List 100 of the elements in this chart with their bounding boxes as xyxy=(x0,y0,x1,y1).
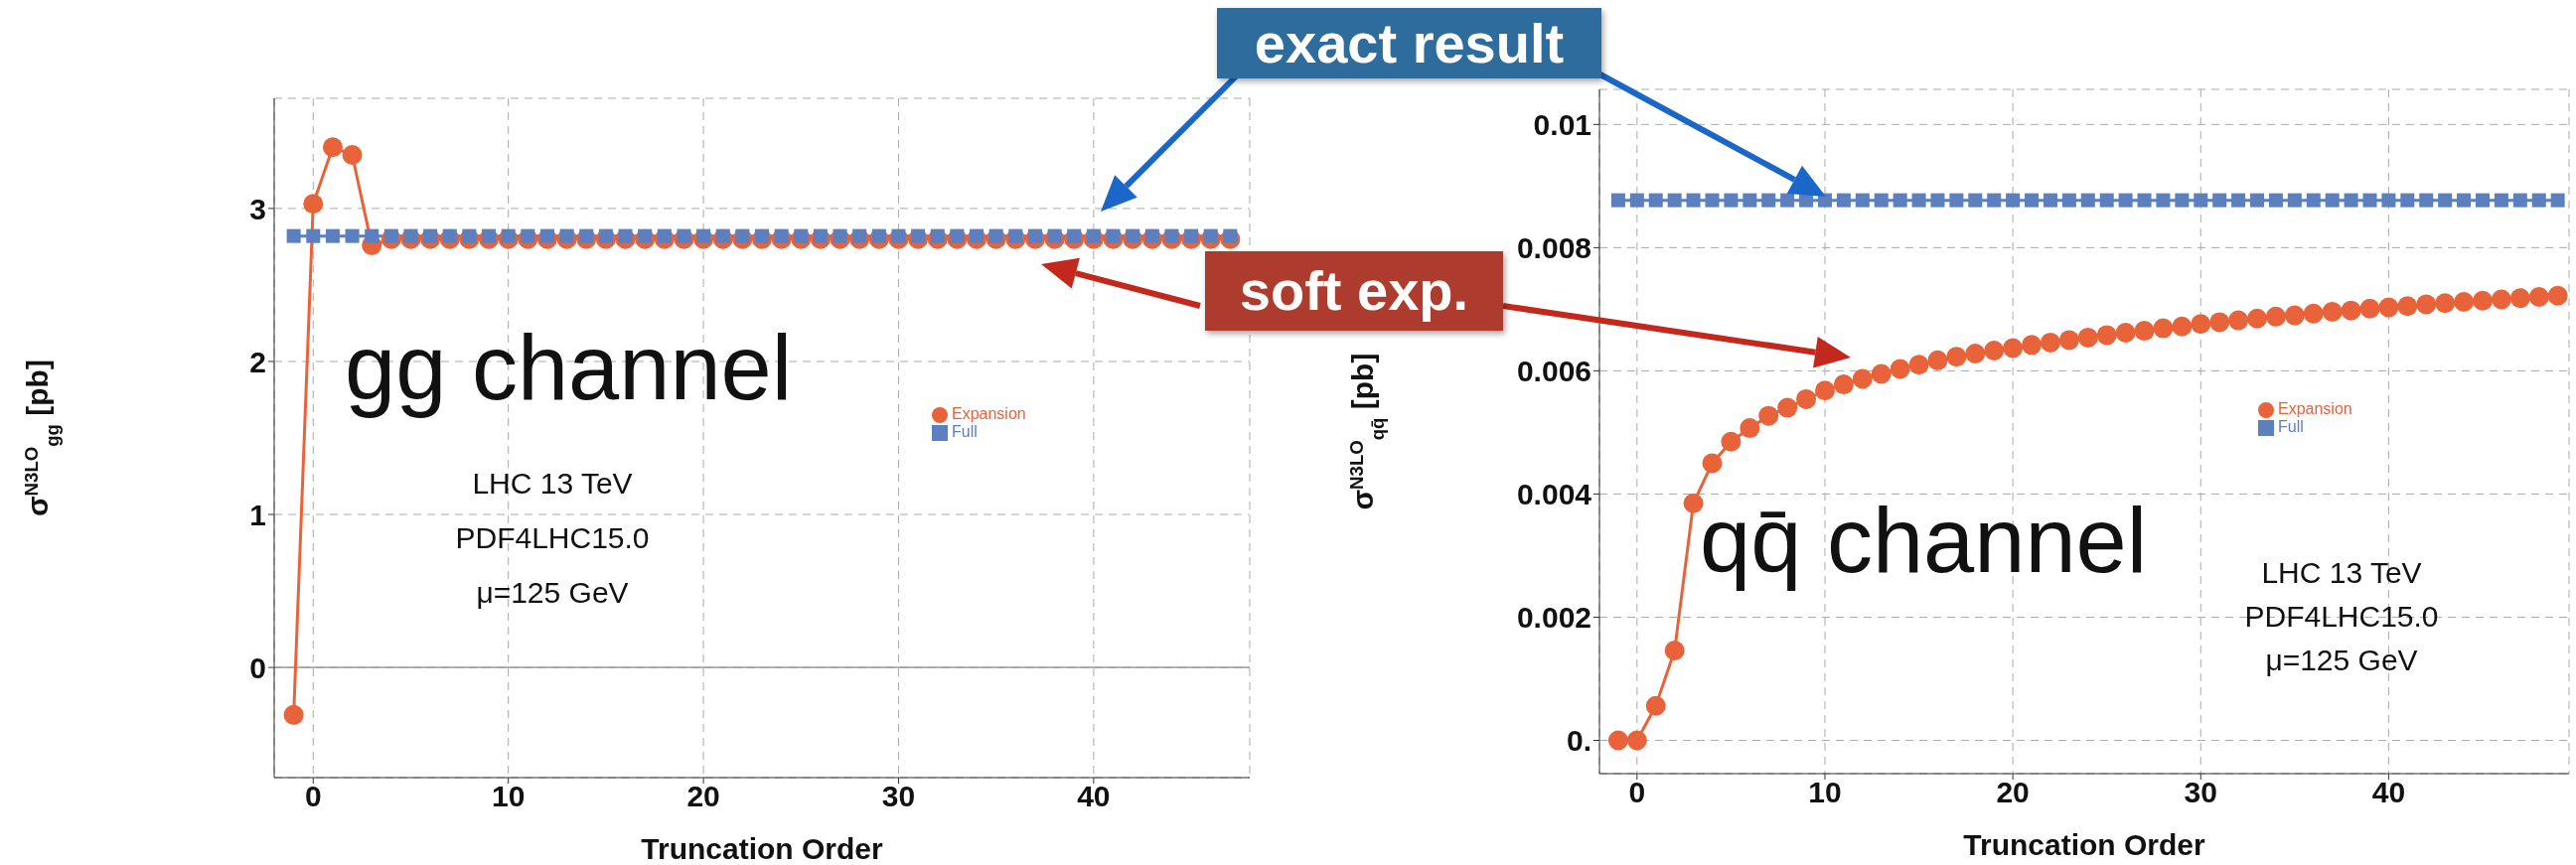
point xyxy=(2096,325,2117,346)
point xyxy=(2247,308,2268,329)
point xyxy=(365,228,379,243)
point xyxy=(2156,193,2171,208)
point xyxy=(2115,322,2136,343)
point xyxy=(2528,287,2549,307)
point xyxy=(2341,300,2361,321)
point xyxy=(1946,347,1967,367)
y-tick-label: 0.008 xyxy=(1516,231,1591,265)
point xyxy=(2284,305,2305,326)
annotation: LHC 13 TeV xyxy=(2261,556,2422,589)
point xyxy=(1984,340,2005,360)
point xyxy=(2509,288,2530,309)
point xyxy=(1724,193,1739,208)
point xyxy=(2058,330,2079,351)
point xyxy=(2303,303,2324,324)
point xyxy=(1987,193,2002,208)
point xyxy=(1833,374,1854,395)
point xyxy=(1893,193,1907,208)
point xyxy=(2512,193,2527,208)
point xyxy=(2287,193,2302,208)
point xyxy=(1911,193,1926,208)
annotation: μ=125 GeV xyxy=(476,576,629,609)
point xyxy=(2397,296,2418,317)
legend-label: Expansion xyxy=(952,405,1026,422)
x-tick-label: 40 xyxy=(2371,776,2406,809)
point xyxy=(2022,335,2043,356)
point xyxy=(1930,193,1945,208)
point xyxy=(2550,193,2565,208)
y-tick-label: 0.002 xyxy=(1516,601,1591,635)
annotation: soft exp. xyxy=(1205,251,1503,331)
x-tick-label: 30 xyxy=(881,780,916,813)
y-tick-label: 3 xyxy=(249,192,266,225)
point xyxy=(1890,359,1910,379)
point xyxy=(1874,193,1889,208)
point xyxy=(1814,380,1835,401)
point xyxy=(2325,193,2340,208)
point xyxy=(1686,193,1701,208)
point xyxy=(1796,388,1817,409)
point xyxy=(283,704,304,725)
y-tick-label: 0.006 xyxy=(1516,355,1591,388)
legend-label: Full xyxy=(952,423,978,440)
point xyxy=(2475,193,2490,208)
annotation: μ=125 GeV xyxy=(2265,644,2418,676)
point xyxy=(2322,301,2343,322)
point xyxy=(2228,310,2249,331)
point xyxy=(1965,344,1986,364)
x-tick-label: 0 xyxy=(1628,776,1646,809)
y-tick-label: 0.004 xyxy=(1516,478,1592,511)
point xyxy=(325,228,340,243)
point xyxy=(1927,350,1948,370)
point xyxy=(1855,193,1870,208)
point xyxy=(1836,193,1851,208)
point xyxy=(2531,193,2546,208)
y-tick-label: 0.01 xyxy=(1533,108,1591,141)
y-tick-label: 0. xyxy=(1566,724,1591,758)
point xyxy=(2494,193,2508,208)
point xyxy=(322,137,343,158)
point xyxy=(2061,193,2076,208)
legend-label: Expansion xyxy=(2278,400,2352,417)
point xyxy=(2362,193,2377,208)
point xyxy=(342,145,363,165)
point xyxy=(1758,405,1779,426)
point xyxy=(1629,193,1644,208)
point xyxy=(2457,193,2472,208)
point xyxy=(1664,640,1685,660)
point xyxy=(1817,193,1832,208)
point xyxy=(2099,193,2114,208)
point xyxy=(1777,397,1798,418)
point xyxy=(1607,730,1628,751)
x-axis-title: Truncation Order xyxy=(641,832,884,865)
point xyxy=(2416,294,2437,315)
x-tick-label: 20 xyxy=(1996,776,2030,809)
point xyxy=(2006,193,2021,208)
point xyxy=(1721,431,1742,452)
point xyxy=(1871,363,1892,384)
point xyxy=(2491,289,2511,310)
x-tick-label: 20 xyxy=(686,780,720,813)
annotation: LHC 13 TeV xyxy=(472,467,633,500)
y-tick-label: 1 xyxy=(249,498,266,531)
point xyxy=(2378,297,2399,318)
annotation: qq̄ channel xyxy=(1700,490,2148,592)
point xyxy=(2194,193,2208,208)
annotation: gg channel xyxy=(345,317,793,419)
point xyxy=(2080,193,2095,208)
point xyxy=(2359,298,2380,319)
point xyxy=(306,228,321,243)
point xyxy=(2134,321,2155,342)
point xyxy=(2438,193,2453,208)
point xyxy=(2118,193,2133,208)
point xyxy=(2381,193,2396,208)
text: exact result xyxy=(1217,8,1601,78)
point xyxy=(2306,193,2321,208)
point xyxy=(2419,193,2434,208)
y-tick-label: 0 xyxy=(249,650,266,684)
point xyxy=(1683,493,1704,513)
point xyxy=(1743,193,1757,208)
point xyxy=(2153,318,2174,339)
point xyxy=(2043,193,2057,208)
point xyxy=(2172,316,2193,337)
